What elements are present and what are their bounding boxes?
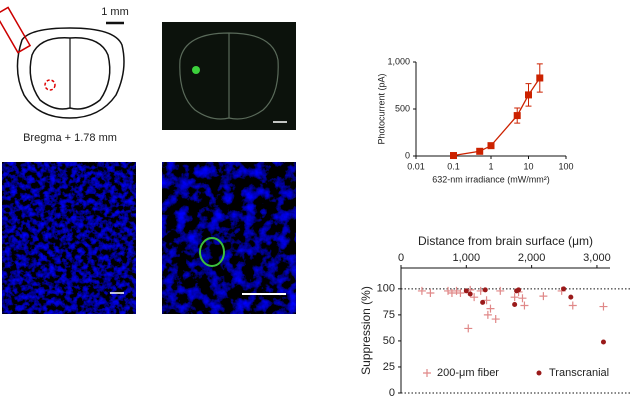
data-point [525,91,532,99]
legend-marker [536,370,542,376]
x-axis-label: 632-nm irradiance (mW/mm²) [432,174,550,184]
x-tick-label: 1,000 [453,252,481,264]
x-tick-label: 0 [398,252,404,264]
data-point [483,310,492,319]
data-point [444,286,453,295]
x-tick-label: 0.1 [447,161,460,171]
y-tick-label: 1,000 [387,56,410,66]
data-point [536,74,544,82]
x-tick-label: 0.01 [407,161,425,171]
data-point [470,293,479,302]
y-axis-label: Suppression (%) [359,286,373,375]
data-point [447,289,456,297]
y-tick-label: 0 [405,150,410,160]
y-tick-label: 25 [383,361,395,373]
x-tick-label: 2,000 [518,252,546,264]
x-tick-label: 100 [558,161,573,171]
y-tick-label: 100 [377,283,395,295]
data-point [600,339,606,345]
coordinate-label: Bregma + 1.78 mm [23,132,117,144]
brain-schematic [0,6,125,119]
data-point [518,294,527,303]
data-point [486,304,495,313]
legend-label: Transcranial [549,367,609,379]
data-point [452,286,461,295]
data-point [512,301,518,307]
y-axis-label: Photocurrent (pA) [376,73,386,144]
y-tick-label: 500 [395,103,410,113]
data-point [513,112,521,120]
data-point [510,293,519,302]
data-point [599,302,608,311]
data-point [561,286,567,292]
data-point [496,286,505,295]
data-point [482,287,488,293]
x-tick-label: 1 [488,161,493,171]
micrograph-zoom [162,162,296,314]
data-point [487,142,495,150]
data-point [520,301,529,310]
data-point [467,291,473,297]
data-point [426,289,435,297]
data-point [417,286,426,295]
data-point [568,301,577,310]
data-point [476,147,484,155]
data-point [463,288,469,294]
legend-label: 200-μm fiber [437,367,499,379]
x-tick-label: 3,000 [583,252,611,264]
data-point [539,292,548,301]
y-tick-label: 0 [389,387,395,399]
y-tick-label: 50 [383,335,395,347]
data-line [453,77,541,157]
data-point [464,324,473,333]
x-tick-label: 10 [523,161,533,171]
data-point [491,315,500,324]
data-point [568,294,574,300]
micrograph-overview [162,22,296,130]
x-axis-label: Distance from brain surface (μm) [418,234,593,248]
micrograph-cells [2,162,136,314]
data-point [480,299,486,305]
data-point [516,287,522,293]
data-point [450,152,457,160]
scale-label: 1 mm [101,6,129,18]
data-point [456,289,465,297]
y-tick-label: 75 [383,309,395,321]
legend-marker [423,369,431,377]
